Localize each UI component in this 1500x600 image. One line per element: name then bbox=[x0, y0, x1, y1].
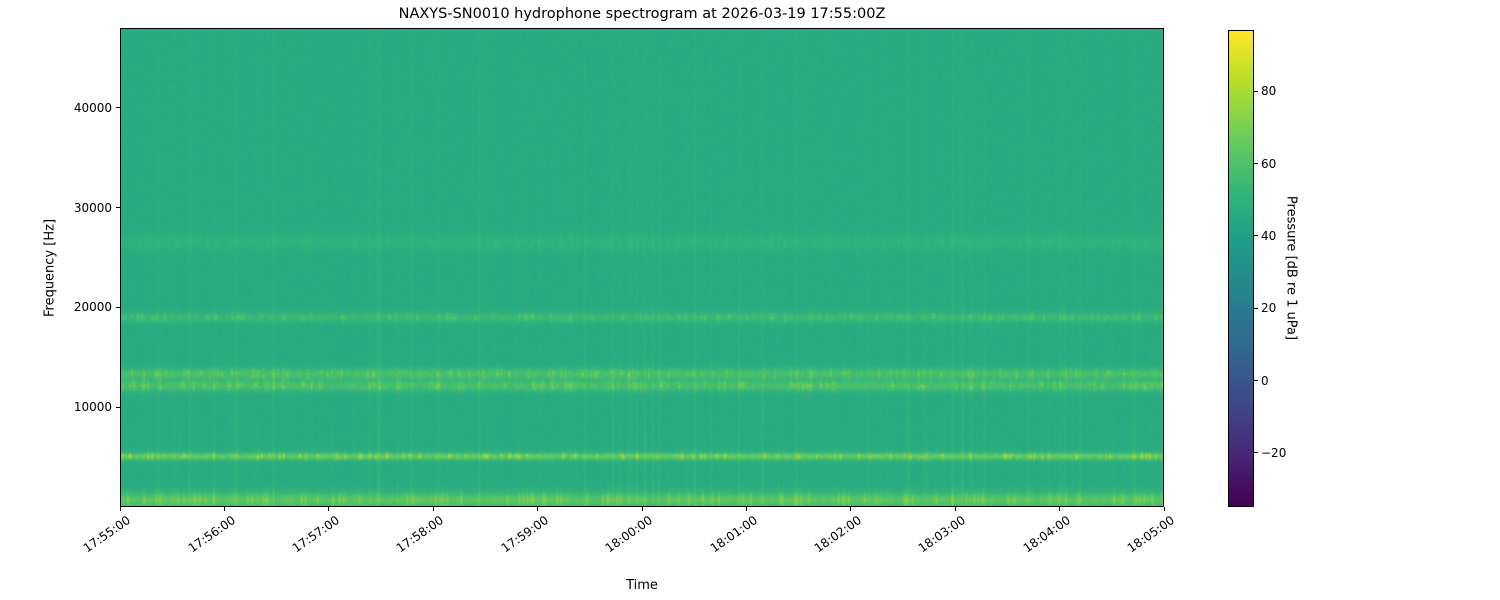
x-tick-mark bbox=[641, 507, 643, 511]
colorbar-tick-label: 40 bbox=[1261, 228, 1277, 243]
y-tick-mark bbox=[116, 107, 120, 109]
colorbar-gradient bbox=[1229, 31, 1253, 506]
x-tick-label: 18:01:00 bbox=[707, 513, 760, 556]
x-tick-mark bbox=[537, 507, 539, 511]
colorbar-tick-label: 60 bbox=[1261, 156, 1277, 171]
plot-area bbox=[120, 28, 1164, 507]
colorbar-tick-mark bbox=[1254, 452, 1258, 454]
colorbar bbox=[1228, 30, 1254, 507]
x-tick-label: 18:02:00 bbox=[811, 513, 864, 556]
colorbar-tick-label: 0 bbox=[1261, 373, 1269, 388]
x-tick-mark bbox=[1163, 507, 1165, 511]
x-tick-label: 17:57:00 bbox=[289, 513, 342, 556]
x-tick-label: 18:05:00 bbox=[1124, 513, 1178, 556]
y-tick-label: 10000 bbox=[73, 400, 112, 415]
x-tick-label: 18:04:00 bbox=[1020, 513, 1073, 556]
x-tick-label: 18:00:00 bbox=[602, 513, 656, 556]
y-tick-label: 30000 bbox=[73, 200, 112, 215]
x-tick-label: 17:59:00 bbox=[498, 513, 551, 556]
y-tick-label: 20000 bbox=[73, 300, 112, 315]
x-tick-label: 17:56:00 bbox=[185, 513, 238, 556]
colorbar-tick-mark bbox=[1254, 307, 1258, 309]
y-tick-mark bbox=[116, 207, 120, 209]
colorbar-tick-mark bbox=[1254, 235, 1258, 237]
colorbar-label: Pressure [dB re 1 uPa] bbox=[1283, 195, 1299, 341]
colorbar-tick-mark bbox=[1254, 163, 1258, 165]
x-tick-mark bbox=[328, 507, 330, 511]
x-tick-label: 17:58:00 bbox=[394, 513, 447, 556]
x-axis-label: Time bbox=[626, 578, 658, 593]
x-tick-mark bbox=[850, 507, 852, 511]
x-tick-mark bbox=[954, 507, 956, 511]
x-tick-mark bbox=[119, 507, 121, 511]
x-tick-label: 17:55:00 bbox=[80, 513, 134, 556]
x-tick-mark bbox=[432, 507, 434, 511]
y-tick-label: 40000 bbox=[73, 100, 112, 115]
y-tick-mark bbox=[116, 306, 120, 308]
x-tick-mark bbox=[1059, 507, 1061, 511]
spectrogram-heatmap-canvas bbox=[121, 29, 1163, 506]
x-tick-mark bbox=[745, 507, 747, 511]
colorbar-tick-label: 20 bbox=[1261, 301, 1277, 316]
x-tick-label: 18:03:00 bbox=[916, 513, 969, 556]
colorbar-tick-mark bbox=[1254, 380, 1258, 382]
chart-title: NAXYS-SN0010 hydrophone spectrogram at 2… bbox=[398, 6, 886, 22]
colorbar-tick-label: −20 bbox=[1261, 445, 1287, 460]
y-tick-mark bbox=[116, 406, 120, 408]
colorbar-tick-label: 80 bbox=[1261, 84, 1277, 99]
x-tick-mark bbox=[223, 507, 225, 511]
colorbar-tick-mark bbox=[1254, 90, 1258, 92]
